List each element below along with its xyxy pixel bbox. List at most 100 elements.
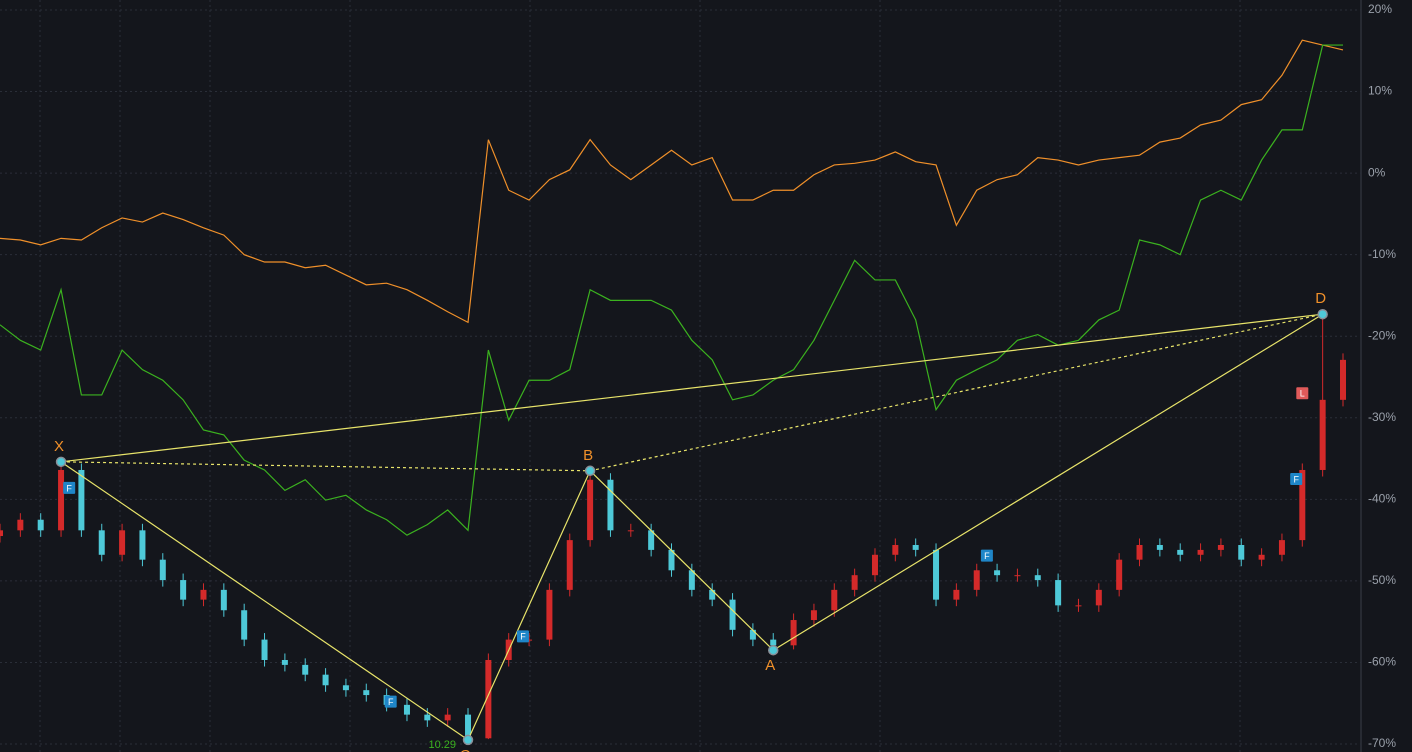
candle-body: [1258, 554, 1265, 560]
marker-label: F: [984, 551, 990, 561]
y-tick-label: 20%: [1368, 2, 1392, 16]
candle-body: [648, 530, 655, 550]
candle-body: [688, 570, 695, 590]
pattern-label: X: [54, 438, 64, 455]
marker-box: [63, 481, 76, 494]
candle-body: [139, 530, 146, 560]
candle-body: [1217, 545, 1224, 550]
candle-body: [444, 714, 451, 721]
candle-body: [749, 629, 756, 640]
candle-body: [159, 559, 166, 581]
candle-body: [37, 519, 44, 531]
candle-body: [912, 545, 919, 550]
candle-body: [98, 530, 105, 555]
pattern-guide: [589, 313, 1323, 472]
candle-body: [871, 554, 878, 576]
candle-body: [1034, 575, 1041, 581]
pattern-point: [1317, 308, 1328, 320]
candle-body: [1319, 399, 1326, 470]
candle-body: [241, 610, 248, 640]
y-tick-label: -70%: [1368, 736, 1396, 750]
marker-box: [980, 549, 993, 562]
candle-body: [729, 599, 736, 630]
line-series: [0, 39, 1344, 324]
candle-body: [546, 589, 553, 640]
candle-body: [0, 530, 3, 537]
candle-body: [281, 659, 288, 665]
pattern-leg: [60, 313, 1323, 463]
candle-body: [1095, 589, 1102, 606]
candle-body: [973, 570, 980, 590]
candle-body: [994, 570, 1001, 576]
candle-body: [851, 575, 858, 590]
candle-body: [1177, 549, 1184, 555]
candle-body: [403, 704, 410, 715]
marker-box: [516, 630, 529, 643]
pattern-leg: [467, 470, 591, 741]
candle-body: [607, 479, 614, 531]
candle-body: [953, 589, 960, 600]
marker-box: [1290, 472, 1303, 485]
candle-body: [1075, 605, 1082, 607]
candle-body: [892, 545, 899, 555]
marker-box: [384, 695, 397, 708]
pattern-label: A: [765, 657, 775, 674]
candle-body: [261, 639, 268, 660]
candle-body: [322, 674, 329, 686]
candle-body: [363, 690, 370, 696]
marker-label: F: [388, 697, 394, 707]
y-tick-label: -40%: [1368, 492, 1396, 506]
y-tick-label: -30%: [1368, 410, 1396, 424]
candle-body: [1238, 545, 1245, 560]
pattern-label: D: [1315, 290, 1326, 307]
candle-body: [1014, 575, 1021, 577]
candle-body: [465, 714, 472, 739]
marker-box: [1296, 387, 1309, 400]
candle-body: [566, 540, 573, 590]
candle-body: [58, 469, 65, 531]
line-series: [0, 44, 1343, 536]
candle-body: [220, 589, 227, 611]
pattern-leg: [772, 313, 1323, 651]
y-tick-label: -50%: [1368, 573, 1396, 587]
marker-label: F: [66, 483, 72, 493]
candle-body: [78, 469, 85, 531]
candle-body: [302, 664, 309, 675]
candle-body: [200, 589, 207, 600]
candle-body: [485, 659, 492, 739]
candle-body: [1136, 545, 1143, 560]
candle-body: [424, 714, 431, 721]
marker-label: F: [520, 632, 526, 642]
pattern-point: [584, 465, 596, 477]
pattern-guide: [61, 461, 591, 472]
v-grid: [39, 0, 1241, 752]
candle-body: [1055, 580, 1062, 606]
candle-body: [526, 639, 533, 641]
y-tick-label: 0%: [1368, 165, 1386, 179]
candle-body: [627, 530, 634, 532]
candle-body: [668, 549, 675, 571]
marker-label: L: [1300, 389, 1305, 399]
candle-body: [709, 589, 716, 600]
pattern-label: C: [460, 747, 471, 752]
candle-body: [1278, 540, 1285, 555]
candle-body: [790, 620, 797, 646]
price-label: 10.29: [428, 739, 456, 751]
candle-body: [770, 639, 777, 646]
marker-label: F: [1293, 474, 1299, 484]
y-tick-label: -10%: [1368, 247, 1396, 261]
candle-body: [1340, 359, 1346, 400]
candle-body: [810, 610, 817, 621]
candle-body: [1197, 549, 1204, 555]
pattern-point: [55, 456, 67, 468]
pattern-point: [767, 644, 779, 656]
candle-body: [831, 589, 838, 611]
candles: [0, 314, 1346, 740]
candle-body: [1156, 545, 1163, 550]
y-tick-label: 10%: [1368, 84, 1392, 98]
candle-body: [1116, 559, 1123, 590]
candle-body: [933, 549, 940, 600]
